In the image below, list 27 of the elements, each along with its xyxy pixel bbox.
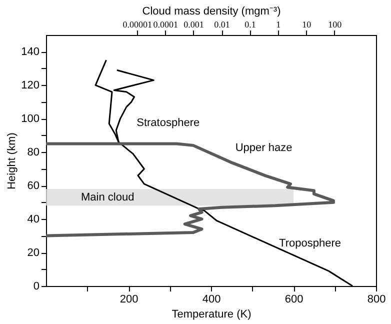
- x2-tick-label: 0.0001: [153, 20, 178, 30]
- y-tick-label: 40: [27, 214, 40, 226]
- y-tick-label: 0: [33, 280, 40, 292]
- x2-tick-label: 0.001: [184, 20, 204, 30]
- x2-axis-title: Cloud mass density (mgm⁻³): [142, 6, 281, 18]
- annotation: Stratosphere: [136, 116, 200, 129]
- y-axis-title: Height (km): [6, 132, 18, 190]
- y-tick-label: 140: [21, 46, 40, 58]
- y-tick-label: 60: [27, 180, 40, 192]
- x-tick-label: 800: [367, 294, 386, 306]
- x-tick-label: 600: [284, 294, 304, 306]
- annotation: Troposphere: [279, 237, 341, 250]
- x2-tick-label: 100: [328, 20, 342, 30]
- x2-tick-label: 0.1: [244, 20, 256, 30]
- y-tick-label: 20: [27, 247, 40, 260]
- y-tick-label: 80: [27, 146, 40, 159]
- annotation: Upper haze: [235, 142, 292, 154]
- x2-tick-label: 0.00001: [122, 20, 152, 30]
- x2-tick-label: 10: [302, 20, 312, 30]
- x-axis-title: Temperature (K): [172, 308, 252, 320]
- y-tick-label: 120: [21, 80, 40, 92]
- y-tick-label: 100: [21, 113, 40, 126]
- x2-tick-label: 1: [276, 20, 281, 30]
- x-tick-label: 400: [202, 294, 221, 306]
- x-tick-label: 200: [120, 294, 138, 306]
- x2-tick-label: 0.01: [214, 20, 230, 30]
- band-label: Main cloud: [81, 191, 134, 204]
